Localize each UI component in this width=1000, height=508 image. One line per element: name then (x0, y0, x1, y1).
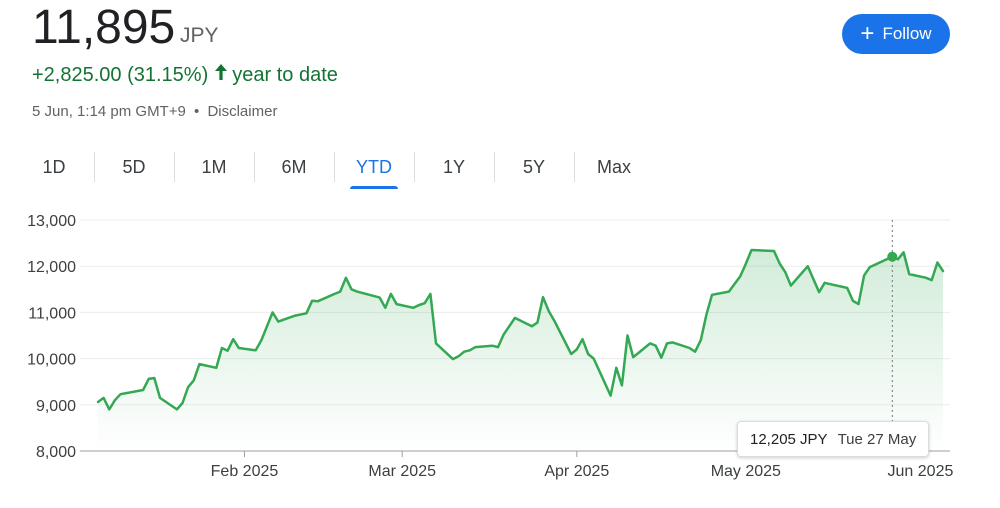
tab-1m[interactable]: 1M (174, 148, 254, 186)
plus-icon: + (860, 20, 875, 47)
y-tick-label: 11,000 (28, 305, 76, 322)
price-series-line (96, 248, 945, 411)
price-value: 11,895 (32, 1, 176, 54)
quote-meta: 5 Jun, 1:14 pm GMT+9 • Disclaimer (32, 103, 277, 120)
tab-5y[interactable]: 5Y (494, 148, 574, 186)
price-change: +2,825.00 (31.15%) year to date (32, 63, 338, 87)
tab-ytd[interactable]: YTD (334, 148, 414, 189)
y-tick-label: 12,000 (27, 259, 76, 276)
tab-1y[interactable]: 1Y (414, 148, 494, 186)
follow-label: Follow (882, 24, 932, 43)
y-tick-label: 9,000 (36, 398, 76, 415)
currency-label: JPY (180, 24, 219, 47)
change-amount: +2,825.00 (31.15%) (32, 63, 209, 86)
x-tick-label: Feb 2025 (211, 463, 279, 480)
meta-separator: • (194, 103, 200, 120)
follow-button[interactable]: + Follow (842, 14, 950, 54)
tab-1d[interactable]: 1D (42, 156, 66, 177)
y-tick-label: 13,000 (27, 213, 76, 230)
x-tick-label: Mar 2025 (368, 463, 436, 480)
tooltip-value: 12,205 JPY (750, 430, 828, 448)
disclaimer-link[interactable]: Disclaimer (207, 103, 278, 120)
tab-max[interactable]: Max (574, 148, 654, 186)
change-period: year to date (232, 63, 338, 86)
timestamp: 5 Jun, 1:14 pm GMT+9 (32, 103, 186, 120)
x-tick-label: Apr 2025 (544, 463, 609, 480)
tab-6m[interactable]: 6M (254, 148, 334, 186)
y-tick-label: 8,000 (36, 444, 76, 461)
area-fill (98, 250, 943, 451)
range-tabs: 1D 5D 1M 6M YTD 1Y 5Y Max (14, 148, 654, 189)
x-tick-label: May 2025 (711, 463, 781, 480)
chart-tooltip: 12,205 JPY Tue 27 May (737, 421, 930, 457)
price-chart[interactable]: 8,000 9,000 10,000 11,000 12,000 13,000 Feb 20… (0, 200, 1000, 490)
x-tick-label: Jun 2025 (888, 463, 954, 480)
tab-5d[interactable]: 5D (94, 148, 174, 186)
arrow-up-icon (214, 63, 228, 87)
tooltip-date: Tue 27 May (837, 430, 917, 448)
hover-point (887, 251, 898, 262)
y-tick-label: 10,000 (27, 352, 76, 369)
